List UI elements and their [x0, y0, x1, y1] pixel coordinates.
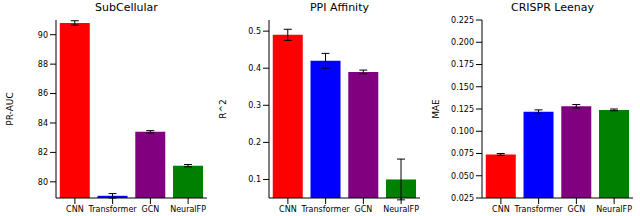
svg-text:0.125: 0.125 — [451, 105, 474, 114]
html-text:CRISPR Leenay: CRISPR Leenay — [511, 1, 594, 14]
svg-text:0.050: 0.050 — [451, 172, 474, 181]
svg-text:GCN: GCN — [141, 205, 159, 214]
svg-text:0.3: 0.3 — [248, 101, 261, 110]
svg-text:0.075: 0.075 — [451, 149, 474, 158]
svg-text:0.1: 0.1 — [248, 175, 261, 184]
svg-text:90: 90 — [38, 31, 48, 40]
svg-text:80: 80 — [38, 178, 48, 187]
svg-text:CNN: CNN — [492, 205, 510, 214]
svg-text:PR-AUC: PR-AUC — [8, 92, 15, 125]
svg-text:0.225: 0.225 — [451, 16, 474, 25]
svg-text:0.2: 0.2 — [248, 138, 261, 147]
svg-text:NeuralFP: NeuralFP — [383, 205, 419, 214]
svg-text:84: 84 — [38, 119, 48, 128]
svg-text:0.100: 0.100 — [451, 127, 474, 136]
svg-text:GCN: GCN — [567, 205, 585, 214]
svg-text:82: 82 — [38, 148, 48, 157]
svg-text:CNN: CNN — [66, 205, 84, 214]
html-text:SubCellular: SubCellular — [95, 1, 158, 14]
svg-text:Transformer: Transformer — [301, 205, 351, 214]
svg-text:0.4: 0.4 — [248, 64, 261, 73]
svg-text:MAE: MAE — [431, 99, 441, 119]
html-text:PPI Affinity: PPI Affinity — [310, 1, 369, 14]
svg-text:Transformer: Transformer — [514, 205, 564, 214]
svg-text:0.200: 0.200 — [451, 38, 474, 47]
svg-text:GCN: GCN — [354, 205, 372, 214]
svg-text:NeuralFP: NeuralFP — [170, 205, 206, 214]
svg-text:Transformer: Transformer — [88, 205, 138, 214]
svg-text:88: 88 — [38, 60, 48, 69]
svg-text:0.5: 0.5 — [248, 27, 261, 36]
svg-text:0.175: 0.175 — [451, 60, 474, 69]
svg-text:NeuralFP: NeuralFP — [596, 205, 632, 214]
svg-text:CNN: CNN — [279, 205, 297, 214]
svg-text:R^2: R^2 — [218, 99, 228, 119]
svg-text:86: 86 — [38, 89, 48, 98]
svg-text:0.025: 0.025 — [451, 194, 474, 203]
svg-text:0.150: 0.150 — [451, 83, 474, 92]
